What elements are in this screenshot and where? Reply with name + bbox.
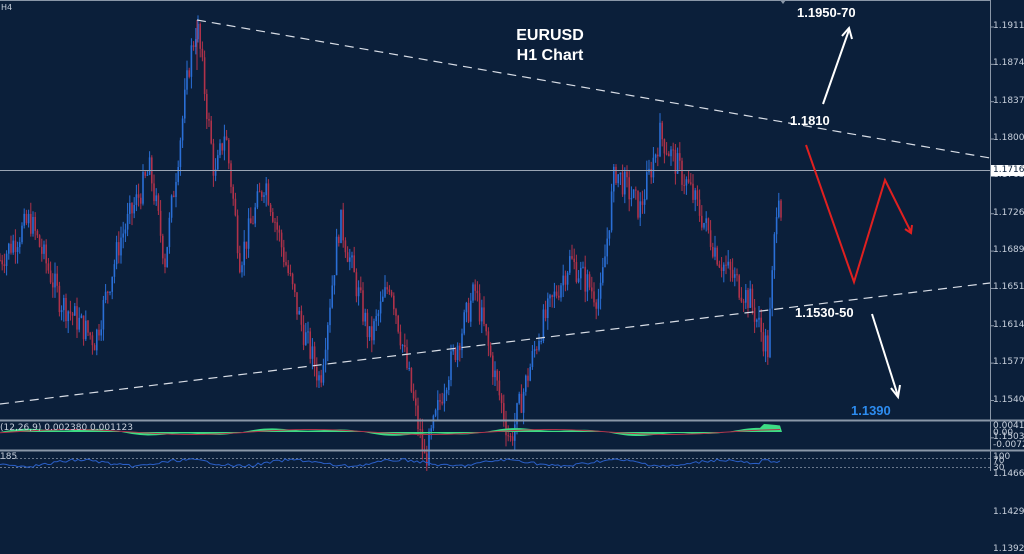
price-axis-tick: 1.17260 <box>993 207 1024 218</box>
price-axis-tick: 1.18000 <box>993 133 1024 144</box>
candlesticks <box>0 15 782 471</box>
oscillator-axis-top: 100 <box>993 452 1011 462</box>
resistance-label: 1.1810 <box>790 113 830 128</box>
macd-axis-top: 0.004141 <box>993 421 1024 431</box>
projection-zigzag-icon <box>805 144 913 286</box>
price-axis-tick: 1.16515 <box>993 282 1024 293</box>
arrow-down-icon <box>871 313 901 400</box>
oscillator-indicator <box>0 458 781 469</box>
oscillator-axis-mid: 70 <box>993 456 1005 466</box>
chart-title-timeframe: H1 Chart <box>516 47 584 64</box>
oscillator-axis-low: 30 <box>993 463 1005 473</box>
chart-title: EURUSD H1 Chart <box>480 26 620 66</box>
price-axis-tick: 1.18370 <box>993 95 1024 106</box>
chart-title-symbol: EURUSD <box>516 27 584 44</box>
macd-indicator <box>0 423 782 437</box>
macd-header: (12,26,9) 0.002380 0.001123 <box>0 423 133 433</box>
price-chart-canvas[interactable] <box>0 0 1024 471</box>
arrow-up-icon <box>822 25 853 105</box>
price-axis-tick: 1.13920 <box>993 543 1024 554</box>
price-axis-tick: 1.19115 <box>993 21 1024 31</box>
oscillator-header: 185 <box>0 452 18 462</box>
macd-axis-bottom: -0.007223 <box>993 440 1024 450</box>
scroll-marker-icon <box>780 0 786 4</box>
timeframe-tag: H4 <box>1 3 13 12</box>
support-label: 1.1530-50 <box>795 305 854 320</box>
price-axis-tick: 1.15405 <box>993 394 1024 405</box>
lower-trendline <box>0 282 991 405</box>
current-price-tag: 1.17160 <box>991 165 1024 176</box>
target-up-label: 1.1950-70 <box>797 5 856 20</box>
price-axis-tick: 1.18745 <box>993 58 1024 69</box>
price-axis-tick: 1.16145 <box>993 319 1024 330</box>
price-axis-tick: 1.15030 <box>993 431 1024 442</box>
price-axis-tick: 1.16890 <box>993 245 1024 256</box>
macd-axis-zero: 0.00 <box>993 428 1014 438</box>
price-axis-tick: 1.15775 <box>993 357 1024 368</box>
price-axis-tick: 1.14290 <box>993 506 1024 517</box>
target-down-label: 1.1390 <box>851 403 891 418</box>
